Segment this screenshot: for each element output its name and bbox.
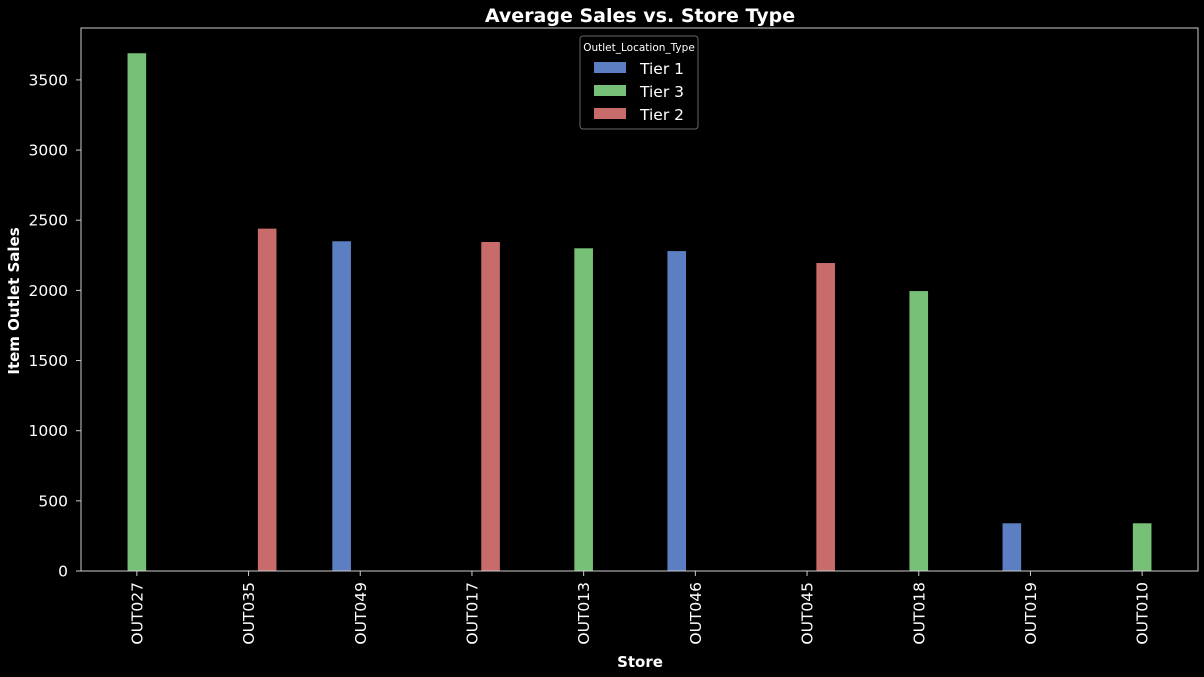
bar-OUT019-tier-1 <box>1002 523 1022 571</box>
legend-swatch-tier-2 <box>594 108 626 119</box>
y-axis: 0 500 1000 1500 2000 2500 3000 3500 <box>29 71 81 581</box>
legend-label: Tier 2 <box>639 106 684 124</box>
bar-OUT027-tier-3 <box>127 53 147 572</box>
y-tick-label: 3500 <box>29 71 68 89</box>
x-axis-label: Store <box>617 653 663 671</box>
bar-OUT010-tier-3 <box>1132 523 1152 571</box>
chart-title: Average Sales vs. Store Type <box>485 5 795 27</box>
x-tick-label: OUT018 <box>910 582 928 645</box>
legend-label: Tier 1 <box>639 60 684 78</box>
y-tick-label: 2000 <box>29 282 68 300</box>
x-tick-label: OUT013 <box>575 582 593 645</box>
y-tick-label: 3000 <box>29 142 68 160</box>
bar-OUT013-tier-3 <box>574 248 593 572</box>
legend-swatch-tier-3 <box>594 85 626 96</box>
legend-swatch-tier-1 <box>594 62 626 73</box>
bar-OUT017-tier-2 <box>481 241 500 571</box>
legend-box <box>579 35 699 130</box>
legend-items: Tier 1 Tier 3 Tier 2 <box>594 60 684 124</box>
plot-frame <box>80 27 1199 572</box>
x-tick-label: OUT010 <box>1134 582 1152 645</box>
bar-OUT035-tier-2 <box>257 228 277 571</box>
bars-group <box>127 53 1152 572</box>
y-axis-label: Item Outlet Sales <box>5 227 23 374</box>
x-tick-label: OUT049 <box>352 582 370 645</box>
x-tick-label: OUT046 <box>687 582 705 645</box>
y-tick-label: 500 <box>38 492 68 510</box>
x-tick-label: OUT045 <box>799 582 817 645</box>
legend-title: Outlet_Location_Type <box>583 42 695 54</box>
y-tick-label: 2500 <box>29 212 68 230</box>
x-axis: OUT027 OUT035 OUT049 OUT017 OUT013 OUT046 OUT0… <box>128 571 1152 645</box>
legend-label: Tier 3 <box>639 83 684 101</box>
x-tick-label: OUT027 <box>128 582 146 645</box>
y-tick-label: 0 <box>58 563 68 581</box>
bar-OUT018-tier-3 <box>909 291 929 571</box>
legend: Outlet_Location_Type Tier 1 Tier 3 Tier 2 <box>579 35 699 130</box>
bar-OUT049-tier-1 <box>332 241 351 572</box>
x-tick-label: OUT035 <box>240 582 258 645</box>
y-tick-label: 1000 <box>29 422 68 440</box>
x-tick-label: OUT019 <box>1022 582 1040 645</box>
x-tick-label: OUT017 <box>463 582 481 645</box>
bar-OUT045-tier-2 <box>816 263 835 571</box>
bar-OUT046-tier-1 <box>667 251 687 571</box>
y-tick-label: 1500 <box>29 352 68 370</box>
